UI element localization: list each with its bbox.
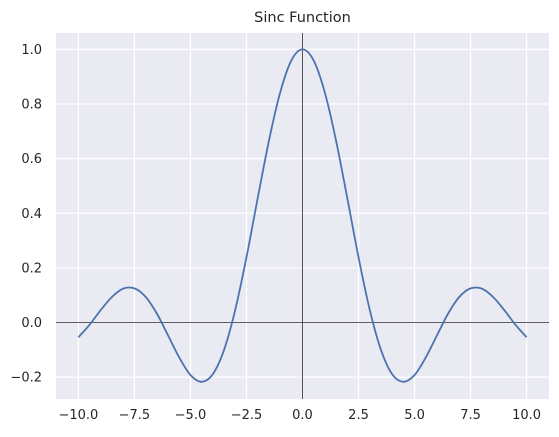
x-tick-label: 10.0 xyxy=(512,408,541,423)
y-tick-label: 1.0 xyxy=(21,43,42,58)
y-axis-ticks: −0.2 0.0 0.2 0.4 0.6 0.8 1.0 xyxy=(10,43,42,386)
x-axis-ticks: −10.0 −7.5 −5.0 −2.5 0.0 2.5 5.0 7.5 10.0 xyxy=(58,408,541,423)
y-tick-label: 0.6 xyxy=(21,152,42,167)
x-tick-label: −2.5 xyxy=(231,408,263,423)
x-tick-label: 5.0 xyxy=(404,408,425,423)
y-tick-label: 0.4 xyxy=(21,207,42,222)
y-tick-label: 0.2 xyxy=(21,261,42,276)
y-tick-label: −0.2 xyxy=(10,371,42,386)
chart-title: Sinc Function xyxy=(254,10,351,26)
x-tick-label: −5.0 xyxy=(175,408,207,423)
x-tick-label: 2.5 xyxy=(348,408,369,423)
series-layer xyxy=(77,48,528,383)
reference-lines xyxy=(56,33,549,399)
x-tick-label: 7.5 xyxy=(460,408,481,423)
x-tick-label: −7.5 xyxy=(119,408,151,423)
y-tick-label: 0.8 xyxy=(21,98,42,113)
y-tick-label: 0.0 xyxy=(21,316,42,331)
x-tick-label: 0.0 xyxy=(292,408,313,423)
x-tick-label: −10.0 xyxy=(58,408,98,423)
sinc-series-line xyxy=(77,48,528,383)
